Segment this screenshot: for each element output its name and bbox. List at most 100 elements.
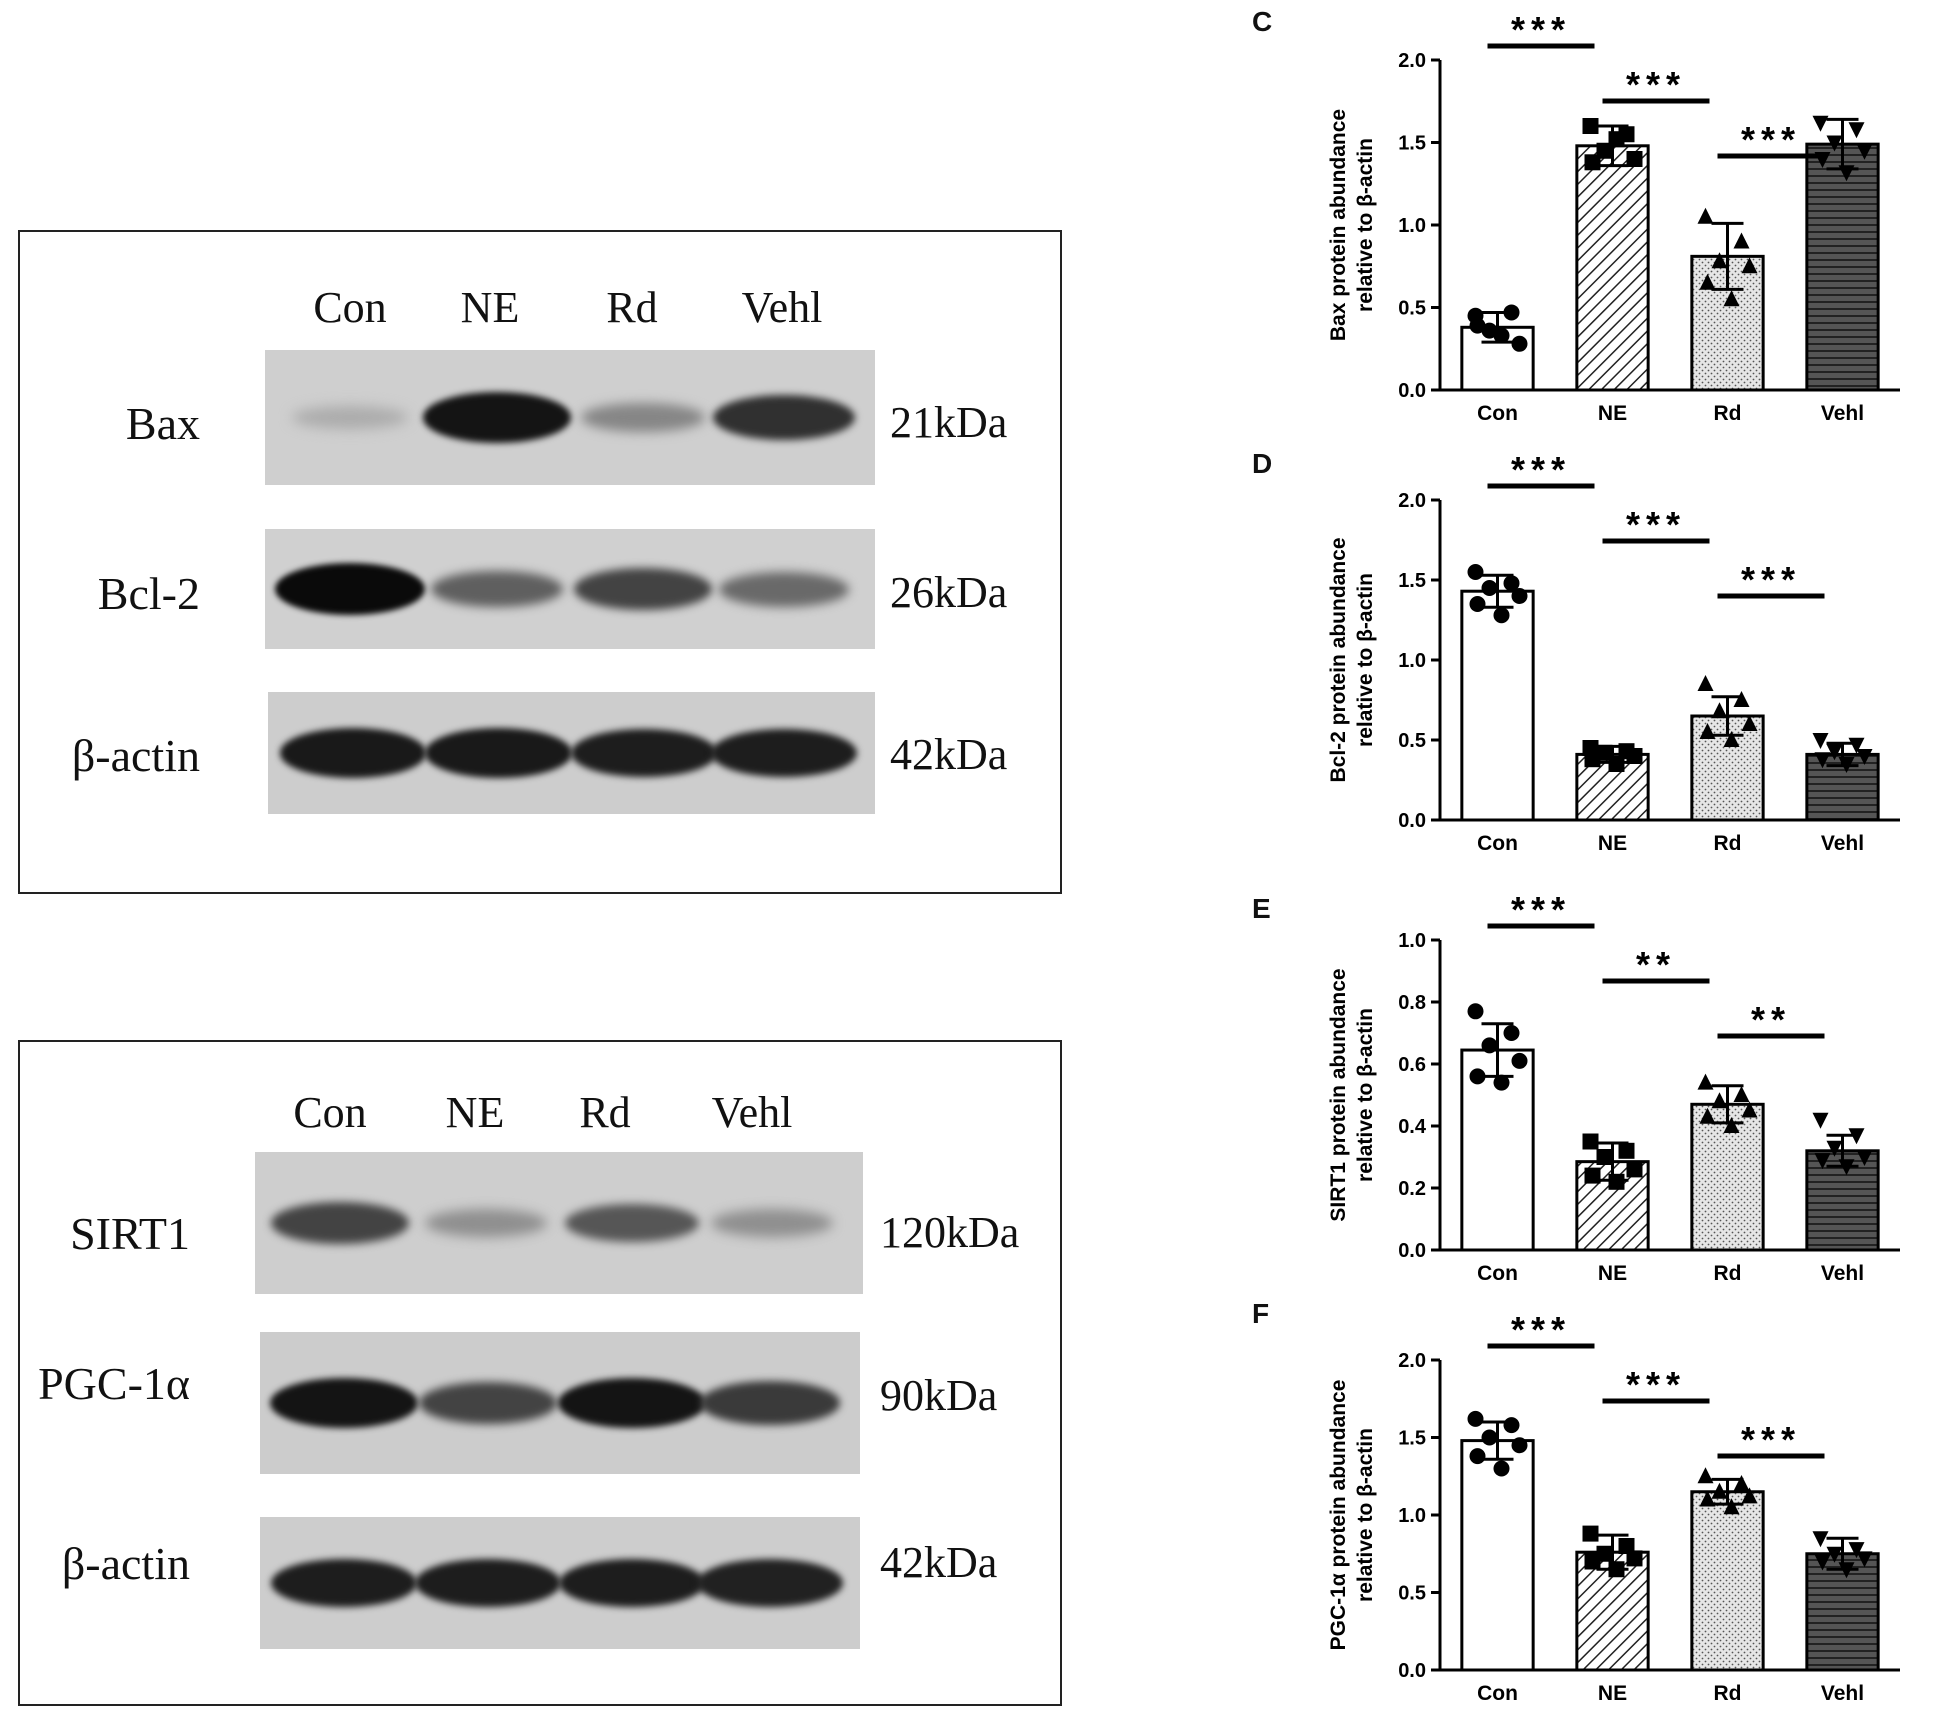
- blot-band: [279, 728, 427, 778]
- bar-chart-d: 0.0 0.5 1.0 1.5 2.0 Bcl-2 protein abundance re…: [1327, 449, 1900, 855]
- data-point: [1711, 702, 1728, 719]
- size-label-actin-a: 42kDa: [890, 730, 1008, 779]
- blot-band: [574, 568, 713, 610]
- data-point: [1503, 1025, 1520, 1041]
- panel-label-e: E: [1252, 893, 1271, 924]
- data-point: [1848, 1542, 1865, 1559]
- data-point: [1626, 1161, 1643, 1178]
- blot-band: [712, 394, 855, 441]
- blot-band: [710, 1208, 833, 1238]
- y-tick-label: 0.4: [1398, 1116, 1427, 1138]
- data-point: [1814, 1554, 1831, 1571]
- data-point: [1584, 1167, 1601, 1184]
- western-blot-panel-a: Con NE Rd Vehl Bax 21kDa Bcl-2 26kDa β-a…: [18, 230, 1062, 894]
- data-point: [1812, 1531, 1829, 1548]
- blot-strip-pgc1a: [260, 1332, 860, 1474]
- y-axis-label: PGC-1α protein abundance: [1327, 1380, 1350, 1651]
- lane-label-con: Con: [293, 1088, 367, 1137]
- data-point: [1503, 1417, 1520, 1434]
- data-point: [1467, 1003, 1484, 1020]
- y-tick-label: 0.0: [1398, 1240, 1426, 1262]
- protein-label-pgc1a: PGC-1α: [38, 1358, 190, 1409]
- bar: [1805, 142, 1880, 392]
- protein-label-actin-a: β-actin: [71, 730, 200, 781]
- protein-label-bax: Bax: [125, 398, 200, 449]
- y-tick-label: 0.2: [1398, 1178, 1426, 1200]
- y-tick-label: 1.5: [1398, 1428, 1426, 1450]
- y-axis-label: Bcl-2 protein abundance: [1327, 537, 1350, 782]
- data-point: [1733, 691, 1750, 707]
- data-point: [1699, 1107, 1716, 1124]
- data-point: [1626, 1550, 1643, 1567]
- data-point: [1812, 115, 1829, 132]
- blot-band: [581, 402, 706, 433]
- blot-band: [564, 1203, 699, 1243]
- blot-band: [422, 392, 571, 443]
- data-point: [1723, 1117, 1740, 1133]
- blot-band: [697, 1559, 843, 1607]
- data-point: [1697, 1073, 1714, 1090]
- bar: [1805, 1552, 1880, 1672]
- blot-band: [419, 1382, 557, 1424]
- data-point: [1582, 1133, 1599, 1150]
- significance-label: **: [1636, 944, 1676, 985]
- y-axis-label: relative to β-actin: [1354, 1008, 1377, 1182]
- significance-label: ***: [1741, 1419, 1801, 1460]
- blot-band: [270, 1377, 418, 1429]
- data-point: [1626, 151, 1643, 167]
- data-point: [1838, 1159, 1855, 1176]
- significance-label: ***: [1511, 1309, 1571, 1350]
- data-point: [1733, 1086, 1750, 1102]
- significance-label: **: [1751, 999, 1791, 1040]
- data-point: [1584, 154, 1601, 171]
- blot-strip-bcl2: [265, 529, 875, 649]
- size-label-bcl2: 26kDa: [890, 568, 1008, 617]
- lane-label-ne: NE: [460, 283, 520, 332]
- y-axis-label: Bax protein abundance: [1327, 109, 1350, 341]
- blot-strip-actin-b: [260, 1517, 860, 1649]
- data-point: [1481, 1037, 1498, 1054]
- data-point: [1584, 1553, 1601, 1570]
- x-tick-label: Rd: [1714, 1262, 1742, 1285]
- data-point: [1469, 596, 1486, 612]
- blot-band: [292, 405, 409, 430]
- data-point: [1503, 575, 1520, 592]
- data-point: [1493, 1074, 1510, 1091]
- data-point: [1699, 1490, 1716, 1507]
- significance-label: ***: [1626, 64, 1686, 105]
- blot-strip-sirt1: [255, 1152, 863, 1294]
- data-point: [1848, 737, 1865, 754]
- x-tick-label: Rd: [1714, 832, 1742, 855]
- data-point: [1723, 731, 1740, 747]
- data-point: [1812, 1112, 1829, 1129]
- significance-label: ***: [1511, 9, 1571, 50]
- data-point: [1814, 1153, 1831, 1170]
- x-tick-label: Vehl: [1821, 1682, 1864, 1705]
- y-tick-label: 0.0: [1398, 380, 1426, 402]
- data-point: [1826, 1140, 1843, 1157]
- data-point: [1582, 1525, 1599, 1542]
- blot-band: [271, 1558, 417, 1608]
- y-tick-label: 1.5: [1398, 570, 1426, 592]
- data-point: [1723, 290, 1740, 307]
- blot-band: [425, 1208, 548, 1238]
- data-point: [1584, 751, 1601, 768]
- size-label-pgc1a: 90kDa: [880, 1371, 998, 1420]
- data-point: [1608, 756, 1625, 772]
- significance-label: ***: [1741, 119, 1801, 160]
- panel-label-d: D: [1252, 448, 1273, 479]
- lane-label-vehl: Vehl: [741, 283, 823, 332]
- y-axis-label: relative to β-actin: [1354, 138, 1377, 312]
- x-tick-label: Con: [1477, 402, 1518, 425]
- data-point: [1469, 1448, 1486, 1465]
- blot-strip-bax: [265, 350, 875, 485]
- y-tick-label: 0.8: [1398, 992, 1426, 1014]
- data-point: [1467, 564, 1484, 580]
- data-point: [1711, 252, 1728, 269]
- bar-chart-e: 0.0 0.2 0.4 0.6 0.8 1.0 SIRT1 protein abundanc…: [1327, 889, 1900, 1285]
- bar: [1575, 144, 1650, 392]
- lane-label-ne: NE: [445, 1088, 505, 1137]
- blot-band: [271, 1202, 410, 1244]
- data-point: [1733, 232, 1750, 249]
- y-tick-label: 0.5: [1398, 298, 1426, 320]
